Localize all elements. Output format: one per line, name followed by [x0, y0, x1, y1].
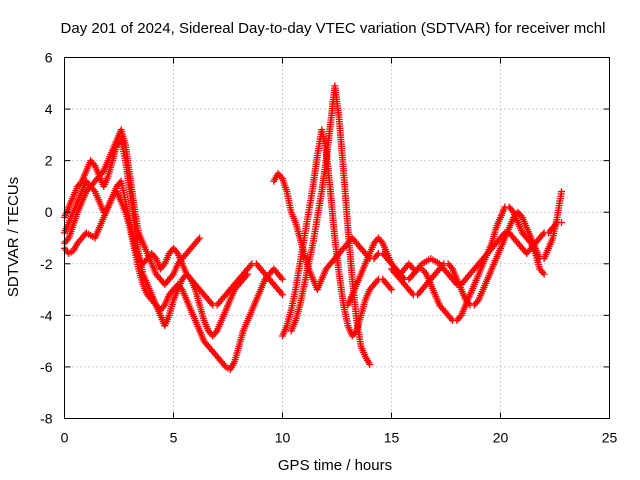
- y-axis-label: SDTVAR / TECUs: [5, 177, 22, 297]
- plot-frame: [64, 57, 610, 419]
- x-tick-labels: 0 5 10 15 20 25: [61, 430, 618, 446]
- x-tick-label: 5: [170, 430, 178, 446]
- x-tick-label: 0: [61, 430, 69, 446]
- y-tick-label: -4: [40, 307, 53, 323]
- x-tick-label: 15: [384, 430, 400, 446]
- data-point: [388, 286, 395, 294]
- data-point: [558, 219, 566, 227]
- data-point: [558, 188, 566, 196]
- data-point: [279, 291, 286, 299]
- series-track-3: [61, 188, 286, 374]
- data-point: [196, 234, 204, 242]
- series-track-4: [61, 177, 286, 309]
- data-point: [540, 270, 548, 278]
- y-tick-label: -2: [40, 256, 53, 272]
- series-track-10: [409, 219, 566, 288]
- y-tick-label: -8: [40, 411, 53, 427]
- y-tick-label: 0: [45, 204, 53, 220]
- y-tick-label: -6: [40, 359, 53, 375]
- chart-title: Day 201 of 2024, Sidereal Day-to-day VTE…: [61, 20, 606, 37]
- y-tick-labels: -8 -6 -4 -2 0 2 4 6: [40, 50, 53, 427]
- y-tick-label: 2: [45, 153, 53, 169]
- y-tick-label: 6: [45, 50, 53, 66]
- series-track-9: [388, 188, 566, 309]
- data-points: [61, 82, 566, 374]
- data-point: [279, 275, 286, 283]
- x-axis-label: GPS time / hours: [278, 457, 392, 474]
- x-tick-label: 25: [602, 430, 618, 446]
- series-track-7: [287, 82, 374, 368]
- data-point: [366, 360, 374, 368]
- y-tick-label: 4: [45, 101, 53, 117]
- x-tick-label: 20: [493, 430, 509, 446]
- axis-ticks: [64, 57, 610, 419]
- x-tick-label: 10: [275, 430, 291, 446]
